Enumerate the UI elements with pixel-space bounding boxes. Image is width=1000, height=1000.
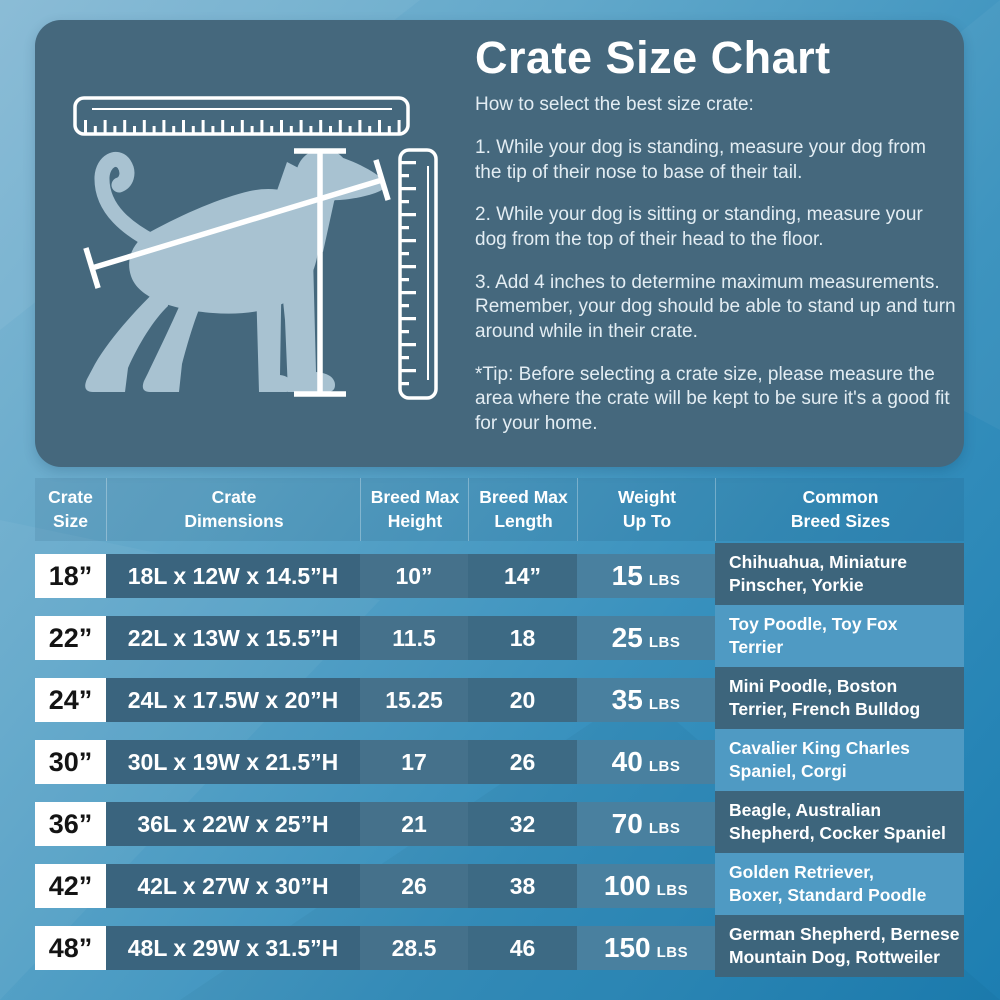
crate-size-table: Crate Size Crate Dimensions Breed Max Heigh… [35,478,964,983]
breed-line: Toy Poodle, Toy Fox [729,614,898,635]
intro-text: How to select the best size crate: [475,94,754,116]
weight-cell: 150 LBS [577,926,715,970]
breed-line: Cavalier King Charles [729,738,910,759]
weight-cell: 100 LBS [577,864,715,908]
step-3: 3. Add 4 inches to determine maximum mea… [475,271,956,343]
size-cell: 48” [35,926,106,970]
header-breed-max-height: Breed Max Height [360,478,469,541]
breeds-cell: Mini Poodle, Boston Terrier, French Bulld… [715,667,964,729]
max-length-cell: 32 [468,802,577,846]
table-row: 48” 48L x 29W x 31.5”H 28.5 46 150 LBS Ge… [35,915,964,977]
breed-line: Mini Poodle, Boston [729,676,898,697]
table-header-row: Crate Size Crate Dimensions Breed Max Heigh… [35,478,964,541]
breeds-cell: Golden Retriever, Boxer, Standard Poodle [715,853,964,915]
breed-line: German Shepherd, Bernese [729,924,960,945]
table-row: 18” 18L x 12W x 14.5”H 10” 14” 15 LBS Chi… [35,543,964,605]
max-height-cell: 21 [360,802,468,846]
table-row: 22” 22L x 13W x 15.5”H 11.5 18 25 LBS Toy… [35,605,964,667]
table-row: 36” 36L x 22W x 25”H 21 32 70 LBS Beagle,… [35,791,964,853]
tip-text: *Tip: Before selecting a crate size, ple… [475,363,950,435]
header-common-breed-sizes: Common Breed Sizes [715,478,965,541]
vertical-ruler-icon [398,148,438,400]
breed-line: Spaniel, Corgi [729,761,847,781]
weight-cell: 40 LBS [577,740,715,784]
dimensions-cell: 22L x 13W x 15.5”H [106,616,360,660]
header-crate-dimensions: Crate Dimensions [106,478,361,541]
dog-measurement-illustration [73,96,438,400]
length-measure-line [83,159,391,289]
dimensions-cell: 24L x 17.5W x 20”H [106,678,360,722]
header-breed-max-length: Breed Max Length [468,478,578,541]
breed-line: Mountain Dog, Rottweiler [729,947,940,967]
breed-line: Chihuahua, Miniature [729,552,907,573]
table-row: 42” 42L x 27W x 30”H 26 38 100 LBS Golden… [35,853,964,915]
table-row: 24” 24L x 17.5W x 20”H 15.25 20 35 LBS Mi… [35,667,964,729]
dimensions-cell: 42L x 27W x 30”H [106,864,360,908]
breeds-cell: Cavalier King Charles Spaniel, Corgi [715,729,964,791]
max-height-cell: 17 [360,740,468,784]
weight-cell: 15 LBS [577,554,715,598]
header-weight-up-to: Weight Up To [577,478,716,541]
weight-cell: 25 LBS [577,616,715,660]
size-cell: 30” [35,740,106,784]
breed-line: Pinscher, Yorkie [729,575,864,595]
dimensions-cell: 30L x 19W x 21.5”H [106,740,360,784]
breeds-cell: Chihuahua, Miniature Pinscher, Yorkie [715,543,964,605]
weight-cell: 70 LBS [577,802,715,846]
dog-silhouette [85,149,385,392]
max-height-cell: 28.5 [360,926,468,970]
max-height-cell: 26 [360,864,468,908]
page-title: Crate Size Chart [475,32,831,83]
breeds-cell: Toy Poodle, Toy Fox Terrier [715,605,964,667]
max-length-cell: 38 [468,864,577,908]
max-length-cell: 46 [468,926,577,970]
breed-line: Terrier [729,637,784,657]
breeds-cell: German Shepherd, Bernese Mountain Dog, Ro… [715,915,964,977]
size-cell: 22” [35,616,106,660]
table-row: 30” 30L x 19W x 21.5”H 17 26 40 LBS Caval… [35,729,964,791]
info-panel: Crate Size Chart How to select the best … [35,20,964,467]
header-crate-size: Crate Size [48,487,93,531]
max-length-cell: 14” [468,554,577,598]
breed-line: Boxer, Standard Poodle [729,885,927,905]
instructions: Crate Size Chart How to select the best … [475,34,957,437]
horizontal-ruler-icon [73,96,410,136]
max-height-cell: 15.25 [360,678,468,722]
size-cell: 42” [35,864,106,908]
max-length-cell: 26 [468,740,577,784]
max-length-cell: 20 [468,678,577,722]
breed-line: Beagle, Australian [729,800,882,821]
breed-line: Shepherd, Cocker Spaniel [729,823,946,843]
weight-cell: 35 LBS [577,678,715,722]
dimensions-cell: 36L x 22W x 25”H [106,802,360,846]
size-cell: 36” [35,802,106,846]
step-2: 2. While your dog is sitting or standing… [475,204,923,250]
max-height-cell: 10” [360,554,468,598]
size-cell: 18” [35,554,106,598]
breed-line: Terrier, French Bulldog [729,699,921,719]
dimensions-cell: 18L x 12W x 14.5”H [106,554,360,598]
size-cell: 24” [35,678,106,722]
max-height-cell: 11.5 [360,616,468,660]
breed-line: Golden Retriever, [729,862,874,883]
max-length-cell: 18 [468,616,577,660]
dimensions-cell: 48L x 29W x 31.5”H [106,926,360,970]
step-1: 1. While your dog is standing, measure y… [475,136,926,183]
breeds-cell: Beagle, Australian Shepherd, Cocker Spani… [715,791,964,853]
height-measure-line [294,148,346,397]
